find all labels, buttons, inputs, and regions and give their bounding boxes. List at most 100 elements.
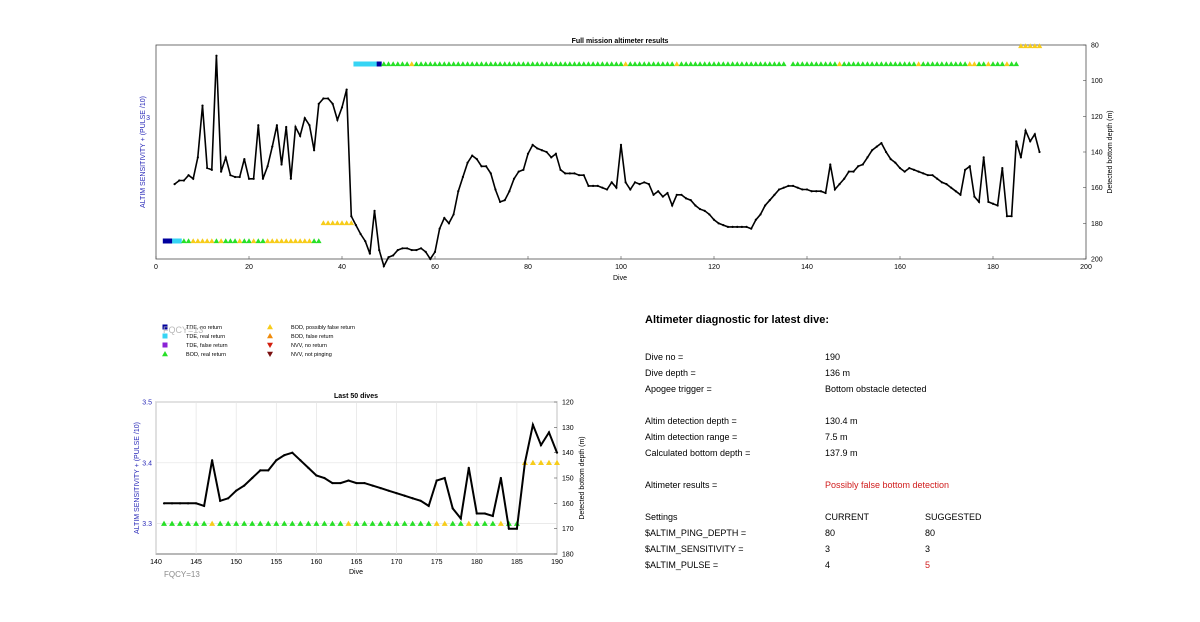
small-marker-bod — [209, 520, 216, 526]
marker-bod — [604, 61, 610, 67]
marker-bod — [241, 238, 248, 244]
marker-tde-real-return — [372, 61, 378, 67]
marker-bod — [674, 61, 680, 67]
pulse-suggested: 5 — [925, 560, 931, 570]
marker-bod — [250, 238, 257, 244]
small-marker-bod — [433, 520, 440, 526]
small-depth-point — [475, 512, 478, 515]
small-depth-point — [515, 527, 519, 530]
main-depth-point — [745, 225, 748, 228]
marker-bod — [302, 238, 308, 244]
main-depth-point — [838, 183, 841, 186]
marker-bod — [539, 61, 545, 67]
marker-bod — [455, 61, 462, 67]
small-marker-bod — [385, 520, 392, 526]
small-marker-bod — [497, 520, 504, 526]
main-depth-point — [206, 166, 209, 170]
small-depth-point — [531, 423, 535, 426]
marker-bod — [622, 61, 629, 67]
small-marker-bod — [193, 520, 200, 526]
main-depth-point — [392, 254, 395, 257]
small-right-tick-label: 160 — [562, 501, 574, 508]
small-marker-bod — [441, 520, 448, 526]
main-depth-point — [987, 200, 990, 204]
ping-depth-row: $ALTIM_PING_DEPTH = 80 80 — [645, 528, 1165, 544]
main-depth-point — [810, 190, 813, 193]
main-depth-point — [819, 190, 823, 193]
marker-bod — [706, 61, 713, 67]
dive-no-value: 190 — [825, 352, 841, 362]
main-depth-point — [494, 188, 497, 191]
main-depth-point — [187, 174, 190, 177]
calculated-depth-value: 137.9 m — [825, 448, 858, 458]
dive-depth-label: Dive depth = — [645, 368, 696, 378]
small-depth-point — [491, 514, 494, 518]
small-depth-point — [411, 497, 414, 500]
small-marker-bod — [457, 520, 464, 526]
marker-bod — [590, 61, 596, 67]
main-depth-point — [950, 186, 953, 189]
marker-bod-possibly-false — [320, 220, 327, 226]
marker-bod — [278, 238, 285, 244]
small-marker-bod — [185, 520, 192, 526]
main-depth-point — [266, 165, 269, 168]
main-depth-point — [466, 161, 469, 164]
current-header: CURRENT — [825, 512, 869, 522]
marker-bod — [594, 61, 601, 67]
main-left-axis-label: ALTIM SENSITIVITY + (PULSE /10) — [140, 96, 147, 208]
marker-bod — [841, 61, 847, 67]
small-depth-series — [162, 421, 559, 530]
main-depth-point — [303, 117, 306, 120]
main-depth-point — [633, 181, 637, 184]
marker-bod — [404, 61, 410, 67]
marker-bod — [390, 61, 396, 67]
detection-depth-label: Altim detection depth = — [645, 416, 737, 426]
marker-bod — [822, 61, 829, 67]
small-marker-bod — [265, 520, 272, 526]
main-depth-point — [843, 177, 846, 180]
marker-bod — [315, 238, 322, 244]
small-depth-point — [355, 481, 358, 485]
marker-bod — [548, 61, 555, 67]
main-depth-point — [717, 222, 720, 225]
marker-bod — [794, 61, 801, 67]
results-value: Possibly false bottom detection — [825, 480, 950, 490]
main-depth-point — [847, 170, 850, 173]
main-depth-point — [252, 177, 255, 180]
main-depth-point — [201, 104, 204, 107]
main-depth-point — [503, 199, 506, 202]
small-right-axis-label: Detected bottom depth (m) — [579, 436, 586, 519]
main-depth-point — [968, 165, 971, 168]
main-depth-point — [192, 177, 195, 180]
marker-bod — [966, 61, 973, 67]
small-x-tick-label: 155 — [270, 559, 282, 566]
marker-bod-possibly-false — [325, 220, 331, 226]
legend-fqcy-overlay: FQCY=13 — [163, 325, 203, 335]
main-depth-point — [894, 161, 897, 164]
small-marker-bod — [465, 520, 472, 526]
marker-bod — [581, 61, 587, 67]
marker-bod — [962, 61, 968, 67]
marker-bod — [650, 61, 657, 67]
legend-symbol — [267, 342, 273, 348]
main-depth-point — [596, 184, 599, 187]
small-marker-bod-possibly-false — [554, 459, 560, 466]
marker-bod — [520, 61, 527, 67]
main-depth-point — [215, 54, 218, 57]
small-marker-bod — [377, 520, 384, 526]
main-depth-point — [903, 170, 906, 173]
marker-bod — [734, 61, 741, 67]
dive-depth-value: 136 m — [825, 368, 851, 378]
small-marker-bod — [177, 520, 184, 526]
legend-label: BOD, possibly false return — [291, 325, 355, 331]
small-right-ticks: 120 130 140 150 160 170 180 — [554, 400, 574, 559]
main-depth-point — [638, 183, 641, 186]
marker-bod — [1013, 61, 1020, 67]
main-depth-point — [438, 227, 441, 230]
marker-bod — [925, 61, 931, 67]
small-marker-bod-possibly-false — [545, 459, 552, 466]
main-depth-point — [685, 197, 688, 200]
small-depth-point — [371, 484, 374, 487]
marker-bod — [901, 61, 908, 67]
main-depth-point — [773, 193, 776, 196]
